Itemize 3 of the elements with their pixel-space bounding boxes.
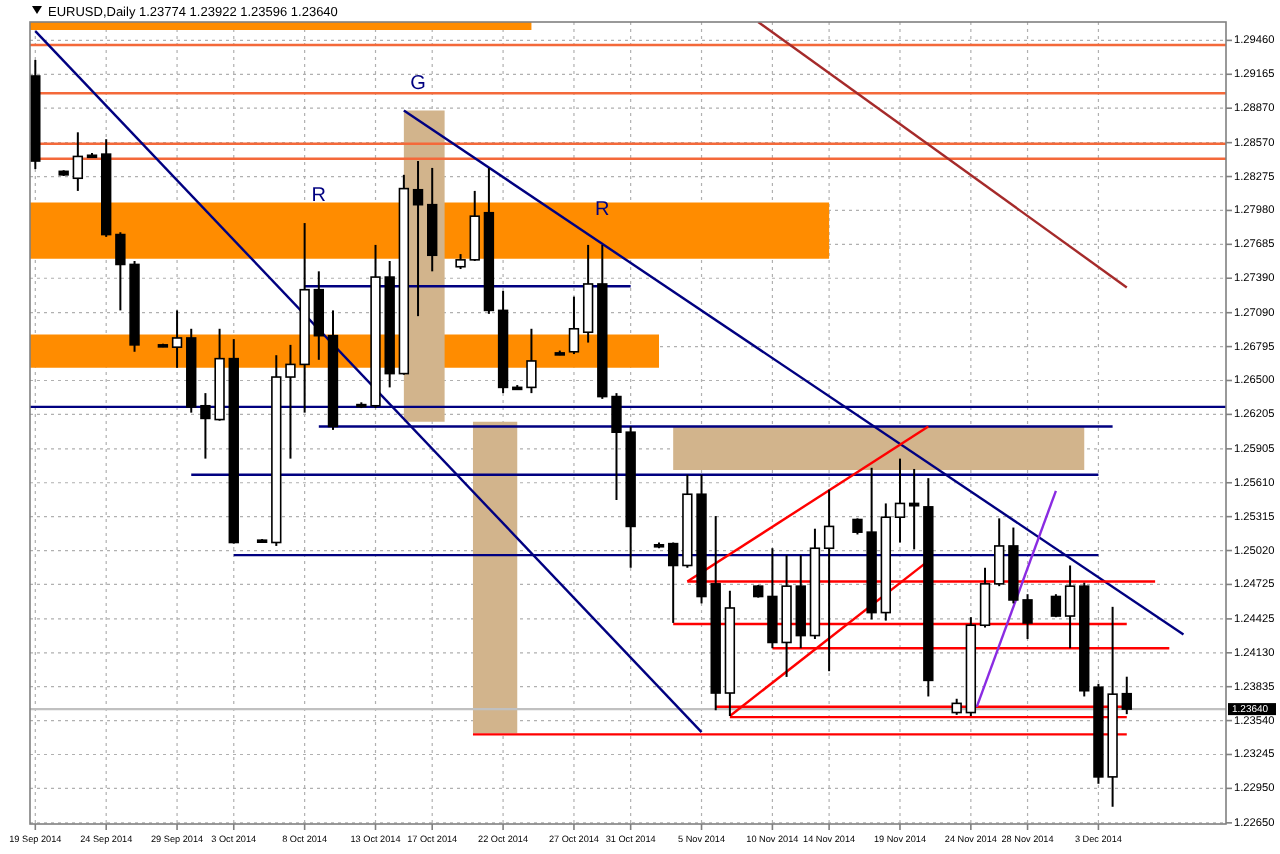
- annotation: R: [311, 184, 327, 207]
- annotation: R: [595, 198, 610, 221]
- annotation: G: [410, 73, 427, 96]
